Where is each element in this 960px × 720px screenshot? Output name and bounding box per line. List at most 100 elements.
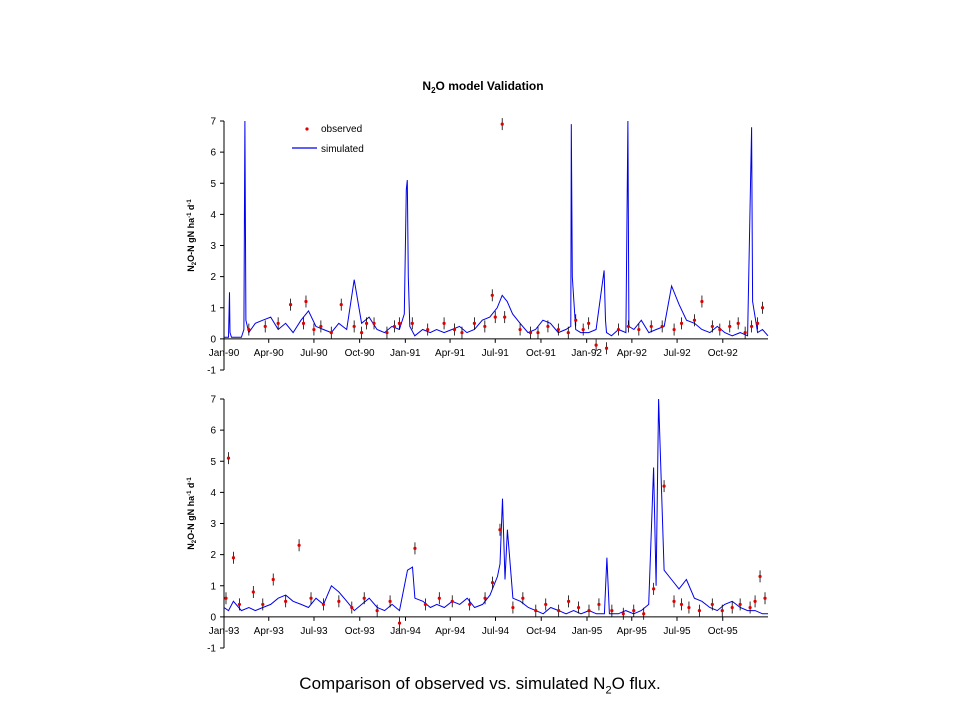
- observed-point: [610, 609, 614, 613]
- observed-point: [557, 609, 561, 613]
- observed-point: [437, 596, 441, 600]
- observed-point: [697, 609, 701, 613]
- observed-point: [423, 602, 427, 607]
- y-tick-label: 2: [210, 272, 216, 283]
- observed-point: [710, 324, 714, 329]
- observed-point: [226, 456, 231, 460]
- observed-point: [652, 587, 656, 591]
- simulated-series-line: [223, 398, 768, 615]
- y-tick-label: 4: [210, 210, 216, 221]
- x-tick-label: Jan-91: [390, 348, 421, 359]
- observed-point: [597, 602, 601, 607]
- observed-point: [621, 612, 625, 616]
- observed-point: [730, 605, 734, 610]
- observed-point: [472, 321, 476, 325]
- observed-point: [452, 327, 457, 332]
- observed-point: [736, 321, 740, 325]
- observed-point: [642, 612, 646, 616]
- observed-point: [604, 346, 609, 350]
- y-tick-label: 1: [210, 303, 216, 314]
- observed-point: [413, 546, 417, 551]
- observed-point: [426, 327, 430, 332]
- chart-top: -1 0 1 2 3 4 5 6 7 Jan-90 Apr-90 Jul-90 Oct-90 Jan-91…: [186, 117, 769, 377]
- observed-point: [687, 605, 691, 610]
- observed-point: [594, 343, 598, 347]
- x-tick-label: Apr-94: [435, 626, 465, 637]
- observed-point: [503, 315, 507, 319]
- x-tick-label: Jul-90: [300, 348, 328, 359]
- y-tick-label: 6: [210, 148, 216, 159]
- observed-point: [276, 321, 280, 325]
- observed-point: [710, 602, 714, 607]
- observed-point: [498, 528, 502, 532]
- y-tick-label: 4: [210, 488, 216, 499]
- x-tick-label: Oct-93: [345, 626, 375, 637]
- y-tick-label: 5: [210, 457, 216, 468]
- y-tick-label: 6: [210, 426, 216, 437]
- observed-point: [284, 599, 288, 603]
- y-axis-label: N2O-N gN ha-1 d-1: [186, 199, 198, 272]
- chart-legend: observed simulated: [292, 124, 364, 155]
- observed-point: [364, 321, 369, 325]
- observed-point: [247, 327, 251, 332]
- observed-point: [649, 324, 653, 329]
- legend-observed-label: observed: [321, 124, 362, 135]
- x-tick-label: Jan-93: [209, 626, 240, 637]
- observed-point: [372, 321, 376, 325]
- chart-bottom: -1 0 1 2 3 4 5 6 7 Jan-93 Apr-93 Jul-93 Oct-93 Jan-94…: [186, 395, 768, 655]
- y-tick-label: 2: [210, 550, 216, 561]
- observed-point: [312, 327, 316, 332]
- observed-point: [263, 324, 267, 329]
- observed-point: [288, 303, 293, 307]
- observed-point: [309, 596, 313, 600]
- observed-point: [388, 599, 392, 603]
- observed-point: [581, 327, 585, 332]
- y-tick-label: 7: [210, 117, 216, 128]
- observed-point: [738, 602, 742, 607]
- observed-point: [329, 331, 333, 335]
- y-tick-label: 3: [210, 241, 216, 252]
- x-tick-label: Oct-91: [526, 348, 556, 359]
- observed-point: [672, 599, 676, 603]
- figure-caption: Comparison of observed vs. simulated N2O…: [299, 674, 661, 697]
- observed-point: [566, 599, 571, 603]
- observed-point: [755, 321, 760, 325]
- observed-point: [385, 331, 389, 335]
- observed-point: [511, 605, 515, 610]
- observed-point: [304, 299, 308, 304]
- y-tick-label: 0: [210, 334, 216, 345]
- observed-point: [528, 331, 533, 335]
- observed-point: [692, 318, 697, 322]
- observed-point: [637, 327, 641, 332]
- y-tick-label: 1: [210, 581, 216, 592]
- y-tick-label: 0: [210, 612, 216, 623]
- x-tick-label: Apr-93: [254, 626, 284, 637]
- observed-point: [534, 609, 538, 613]
- y-axis-label: N2O-N gN ha-1 d-1: [186, 477, 198, 550]
- observed-point: [392, 324, 397, 329]
- observed-point: [271, 577, 275, 582]
- observed-point: [632, 609, 636, 613]
- observed-point: [375, 609, 379, 613]
- observed-point: [450, 599, 454, 603]
- observed-point: [718, 327, 722, 332]
- observed-point: [660, 324, 664, 329]
- observed-point: [556, 327, 560, 332]
- observed-point: [339, 303, 343, 307]
- observed-point: [758, 574, 762, 579]
- observed-point: [743, 331, 747, 335]
- observed-point: [750, 324, 754, 329]
- observed-point: [460, 331, 464, 335]
- x-tick-label: Jan-95: [572, 626, 603, 637]
- observed-point: [493, 315, 497, 319]
- observed-point: [566, 331, 570, 335]
- observed-point: [224, 596, 228, 600]
- x-tick-label: Jan-90: [209, 348, 240, 359]
- observed-point: [546, 324, 550, 329]
- observed-point: [500, 122, 504, 126]
- x-tick-label: Apr-90: [254, 348, 284, 359]
- y-tick-label: 5: [210, 179, 216, 190]
- observed-point: [679, 602, 684, 607]
- observed-point: [748, 605, 752, 610]
